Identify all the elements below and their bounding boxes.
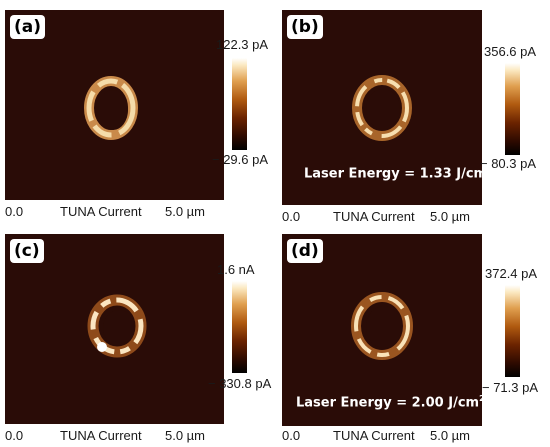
axis-title-c: TUNA Current [60,428,142,443]
afm-scan-a: (a) [5,10,224,200]
ring-feature-d [351,292,413,360]
colorbar-d [505,285,520,377]
afm-scan-d: (d) Laser Energy = 2.00 J/cm2 [282,234,482,426]
axis-start-a: 0.0 [5,204,24,219]
axis-start-c: 0.0 [5,428,24,443]
axis-title-a: TUNA Current [60,204,142,219]
afm-scan-b: (b) Laser Energy = 1.33 J/cm2 [282,10,482,205]
axis-start-d: 0.0 [282,428,301,443]
colorbar-min-a: − 29.6 pA [212,152,269,167]
energy-label-b: Laser Energy = 1.33 J/cm2 [304,166,482,182]
axis-end-d: 5.0 µm [430,428,471,443]
colorbar-max-d: 372.4 pA [485,266,538,281]
ring-feature-b [352,75,412,141]
colorbar-min-c: − 330.8 pA [208,376,272,391]
ring-feature-a [84,76,138,140]
colorbar-max-c: 1.6 nA [217,262,255,277]
energy-label-d: Laser Energy = 2.00 J/cm2 [296,394,482,411]
colorbar-max-b: 356.6 pA [484,44,537,59]
axis-title-d: TUNA Current [333,428,415,443]
colorbar-max-a: 122.3 pA [216,37,269,52]
ring-feature-c [87,294,147,358]
colorbar-min-d: − 71.3 pA [482,380,539,395]
colorbar-min-b: − 80.3 pA [480,156,537,171]
axis-end-c: 5.0 µm [165,428,206,443]
afm-scan-c: (c) [5,234,224,424]
panel-label-b: (b) [287,15,323,39]
colorbar-b [505,63,520,155]
axis-title-b: TUNA Current [333,209,415,224]
axis-end-a: 5.0 µm [165,204,206,219]
colorbar-c [232,281,247,373]
axis-end-b: 5.0 µm [430,209,471,224]
panel-label-c: (c) [10,239,44,263]
panel-label-d: (d) [287,239,323,263]
axis-start-b: 0.0 [282,209,301,224]
panel-label-a: (a) [10,15,46,39]
colorbar-a [232,58,247,150]
